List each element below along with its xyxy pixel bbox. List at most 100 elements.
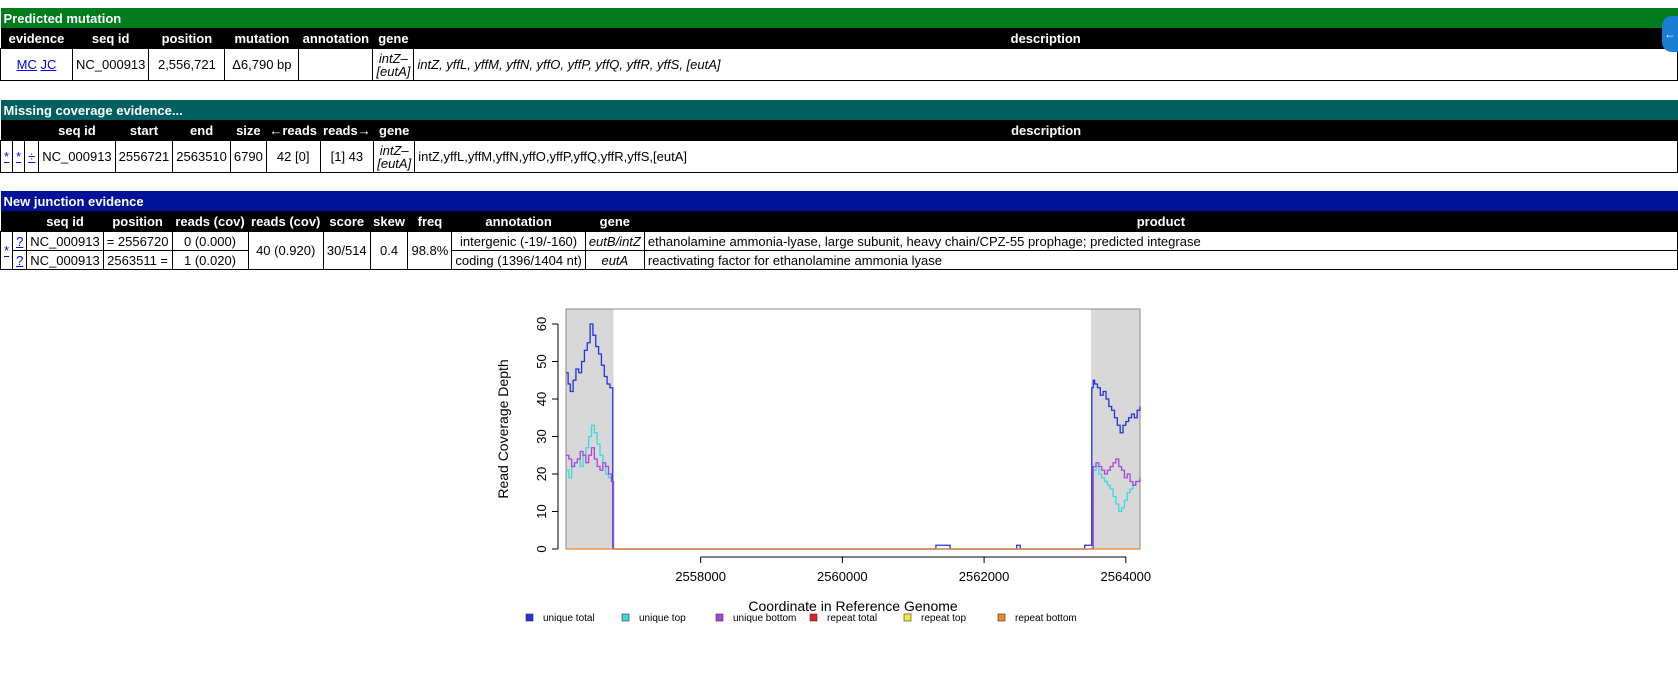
header-end: end — [172, 120, 231, 141]
header-skew: skew — [370, 211, 408, 232]
legend-label-unique-total: unique total — [543, 613, 595, 624]
header-annotation: annotation — [451, 211, 586, 232]
chart-legend: unique total unique top unique bottom repea… — [525, 613, 1077, 624]
series-unique-bottom — [566, 447, 1141, 550]
legend-swatch-unique-bottom — [715, 613, 724, 622]
evidence-cell: MC JC — [0, 48, 73, 81]
reads-cell: 0 (0.000) — [171, 231, 249, 251]
end-cell: 2563510 — [172, 140, 231, 173]
header-reads-cov-1: reads (cov) — [172, 211, 249, 232]
missing-coverage-title: Missing coverage evidence... — [0, 100, 1678, 120]
legend-label-repeat-total: repeat total — [827, 613, 877, 624]
header-q — [12, 211, 27, 232]
size-cell: 6790 — [229, 140, 267, 173]
reads-right-cell: [1] 43 — [319, 140, 375, 173]
annotation-cell: intergenic (-19/-160) — [451, 231, 586, 251]
gene-cell: intZ– [eutA] — [372, 48, 415, 81]
y-tick-label: 0 — [534, 545, 549, 552]
evidence-link-mc[interactable]: MC — [16, 57, 37, 72]
header-product: product — [644, 211, 1678, 232]
seq-id-cell: NC_000913 — [38, 140, 116, 173]
header-evidence: evidence — [0, 28, 73, 49]
skew-cell: 0.4 — [369, 231, 409, 270]
legend-swatch-unique-top — [621, 613, 630, 622]
gene-cell: eutA — [584, 250, 645, 270]
header-annotation: annotation — [298, 28, 373, 49]
series-unique-total — [566, 323, 1141, 550]
seq-id-cell: NC_000913 — [26, 231, 104, 251]
header-reads-cov-2: reads (cov) — [248, 211, 324, 232]
legend-swatch-repeat-top — [903, 613, 912, 622]
side-scroll-tab[interactable]: ← — [1662, 16, 1678, 52]
gene-cell: intZ– [eutA] — [373, 140, 416, 173]
link-cell-3: ÷ — [24, 140, 40, 173]
predicted-mutation-title: Predicted mutation — [0, 8, 1678, 28]
x-tick-label: 2558000 — [675, 569, 726, 584]
header-link-2 — [12, 120, 25, 141]
legend-label-unique-bottom: unique bottom — [733, 613, 796, 624]
header-seq-id: seq id — [72, 28, 149, 49]
junction-table: New junction evidence seq id position re… — [0, 191, 1678, 270]
header-position: position — [103, 211, 173, 232]
shaded-region-2 — [1091, 309, 1140, 549]
reads-total-cell: 40 (0.920) — [247, 231, 324, 270]
y-tick-label: 10 — [534, 504, 549, 518]
x-tick-label: 2560000 — [817, 569, 868, 584]
junction-q-link-2[interactable]: ? — [16, 252, 24, 268]
y-tick-label: 60 — [534, 317, 549, 331]
y-axis-label: Read Coverage Depth — [495, 359, 511, 498]
position-cell: 2,556,721 — [148, 48, 226, 81]
y-tick-label: 30 — [534, 429, 549, 443]
missing-link-star-2[interactable]: * — [16, 149, 22, 164]
score-cell: 30/514 — [322, 231, 371, 270]
gene-cell: eutB/intZ — [584, 231, 645, 251]
product-cell: ethanolamine ammonia-lyase, large subuni… — [643, 231, 1678, 251]
x-tick-label: 2562000 — [959, 569, 1010, 584]
reads-cell: 1 (0.020) — [171, 250, 249, 270]
header-size: size — [230, 120, 267, 141]
legend-swatch-unique-total — [525, 613, 534, 622]
gene-line-2: [eutA] — [376, 63, 411, 79]
evidence-link-jc[interactable]: JC — [40, 57, 57, 72]
product-cell: reactivating factor for ethanolamine amm… — [643, 250, 1678, 270]
freq-cell: 98.8% — [407, 231, 453, 270]
missing-link-div[interactable]: ÷ — [28, 149, 36, 164]
start-cell: 2556721 — [114, 140, 174, 173]
header-star — [0, 211, 13, 232]
header-position: position — [148, 28, 225, 49]
annotation-cell: coding (1396/1404 nt) — [451, 250, 586, 270]
header-description: description — [413, 28, 1678, 49]
legend-swatch-repeat-total — [809, 613, 818, 622]
legend-label-repeat-top: repeat top — [921, 613, 966, 624]
y-tick-label: 20 — [534, 467, 549, 481]
shaded-regions — [566, 309, 1140, 549]
missing-link-star-1[interactable]: * — [4, 149, 10, 164]
header-seq-id: seq id — [38, 120, 116, 141]
header-gene: gene — [372, 28, 414, 49]
header-score: score — [323, 211, 371, 232]
x-tick-label: 2564000 — [1101, 569, 1152, 584]
header-link-1 — [0, 120, 13, 141]
junction-q-link-1[interactable]: ? — [16, 233, 24, 249]
q-cell: ? — [12, 231, 28, 251]
header-reads-right: reads→ — [320, 120, 374, 141]
header-freq: freq — [407, 211, 452, 232]
missing-coverage-table: Missing coverage evidence... seq id star… — [0, 100, 1678, 173]
y-tick-label: 50 — [534, 354, 549, 368]
coverage-chart: 0 10 20 30 40 50 60 2558000 2560000 2562000 25640… — [495, 308, 1152, 624]
annotation-cell — [298, 48, 374, 81]
header-seq-id: seq id — [26, 211, 104, 232]
series-lines — [566, 323, 1141, 550]
position-cell: = 2556720 — [102, 231, 173, 251]
link-cell-2: * — [12, 140, 26, 173]
header-gene: gene — [585, 211, 645, 232]
header-start: start — [115, 120, 173, 141]
shaded-region-1 — [566, 309, 614, 549]
gene-line-2: [eutA] — [377, 155, 412, 171]
x-axis: 2558000 2560000 2562000 2564000 — [675, 556, 1152, 584]
gene-line-1: intZ– — [378, 50, 408, 66]
header-gene: gene — [373, 120, 415, 141]
y-tick-label: 40 — [534, 392, 549, 406]
legend-label-repeat-bottom: repeat bottom — [1015, 613, 1077, 624]
junction-star-link[interactable]: * — [4, 243, 10, 258]
